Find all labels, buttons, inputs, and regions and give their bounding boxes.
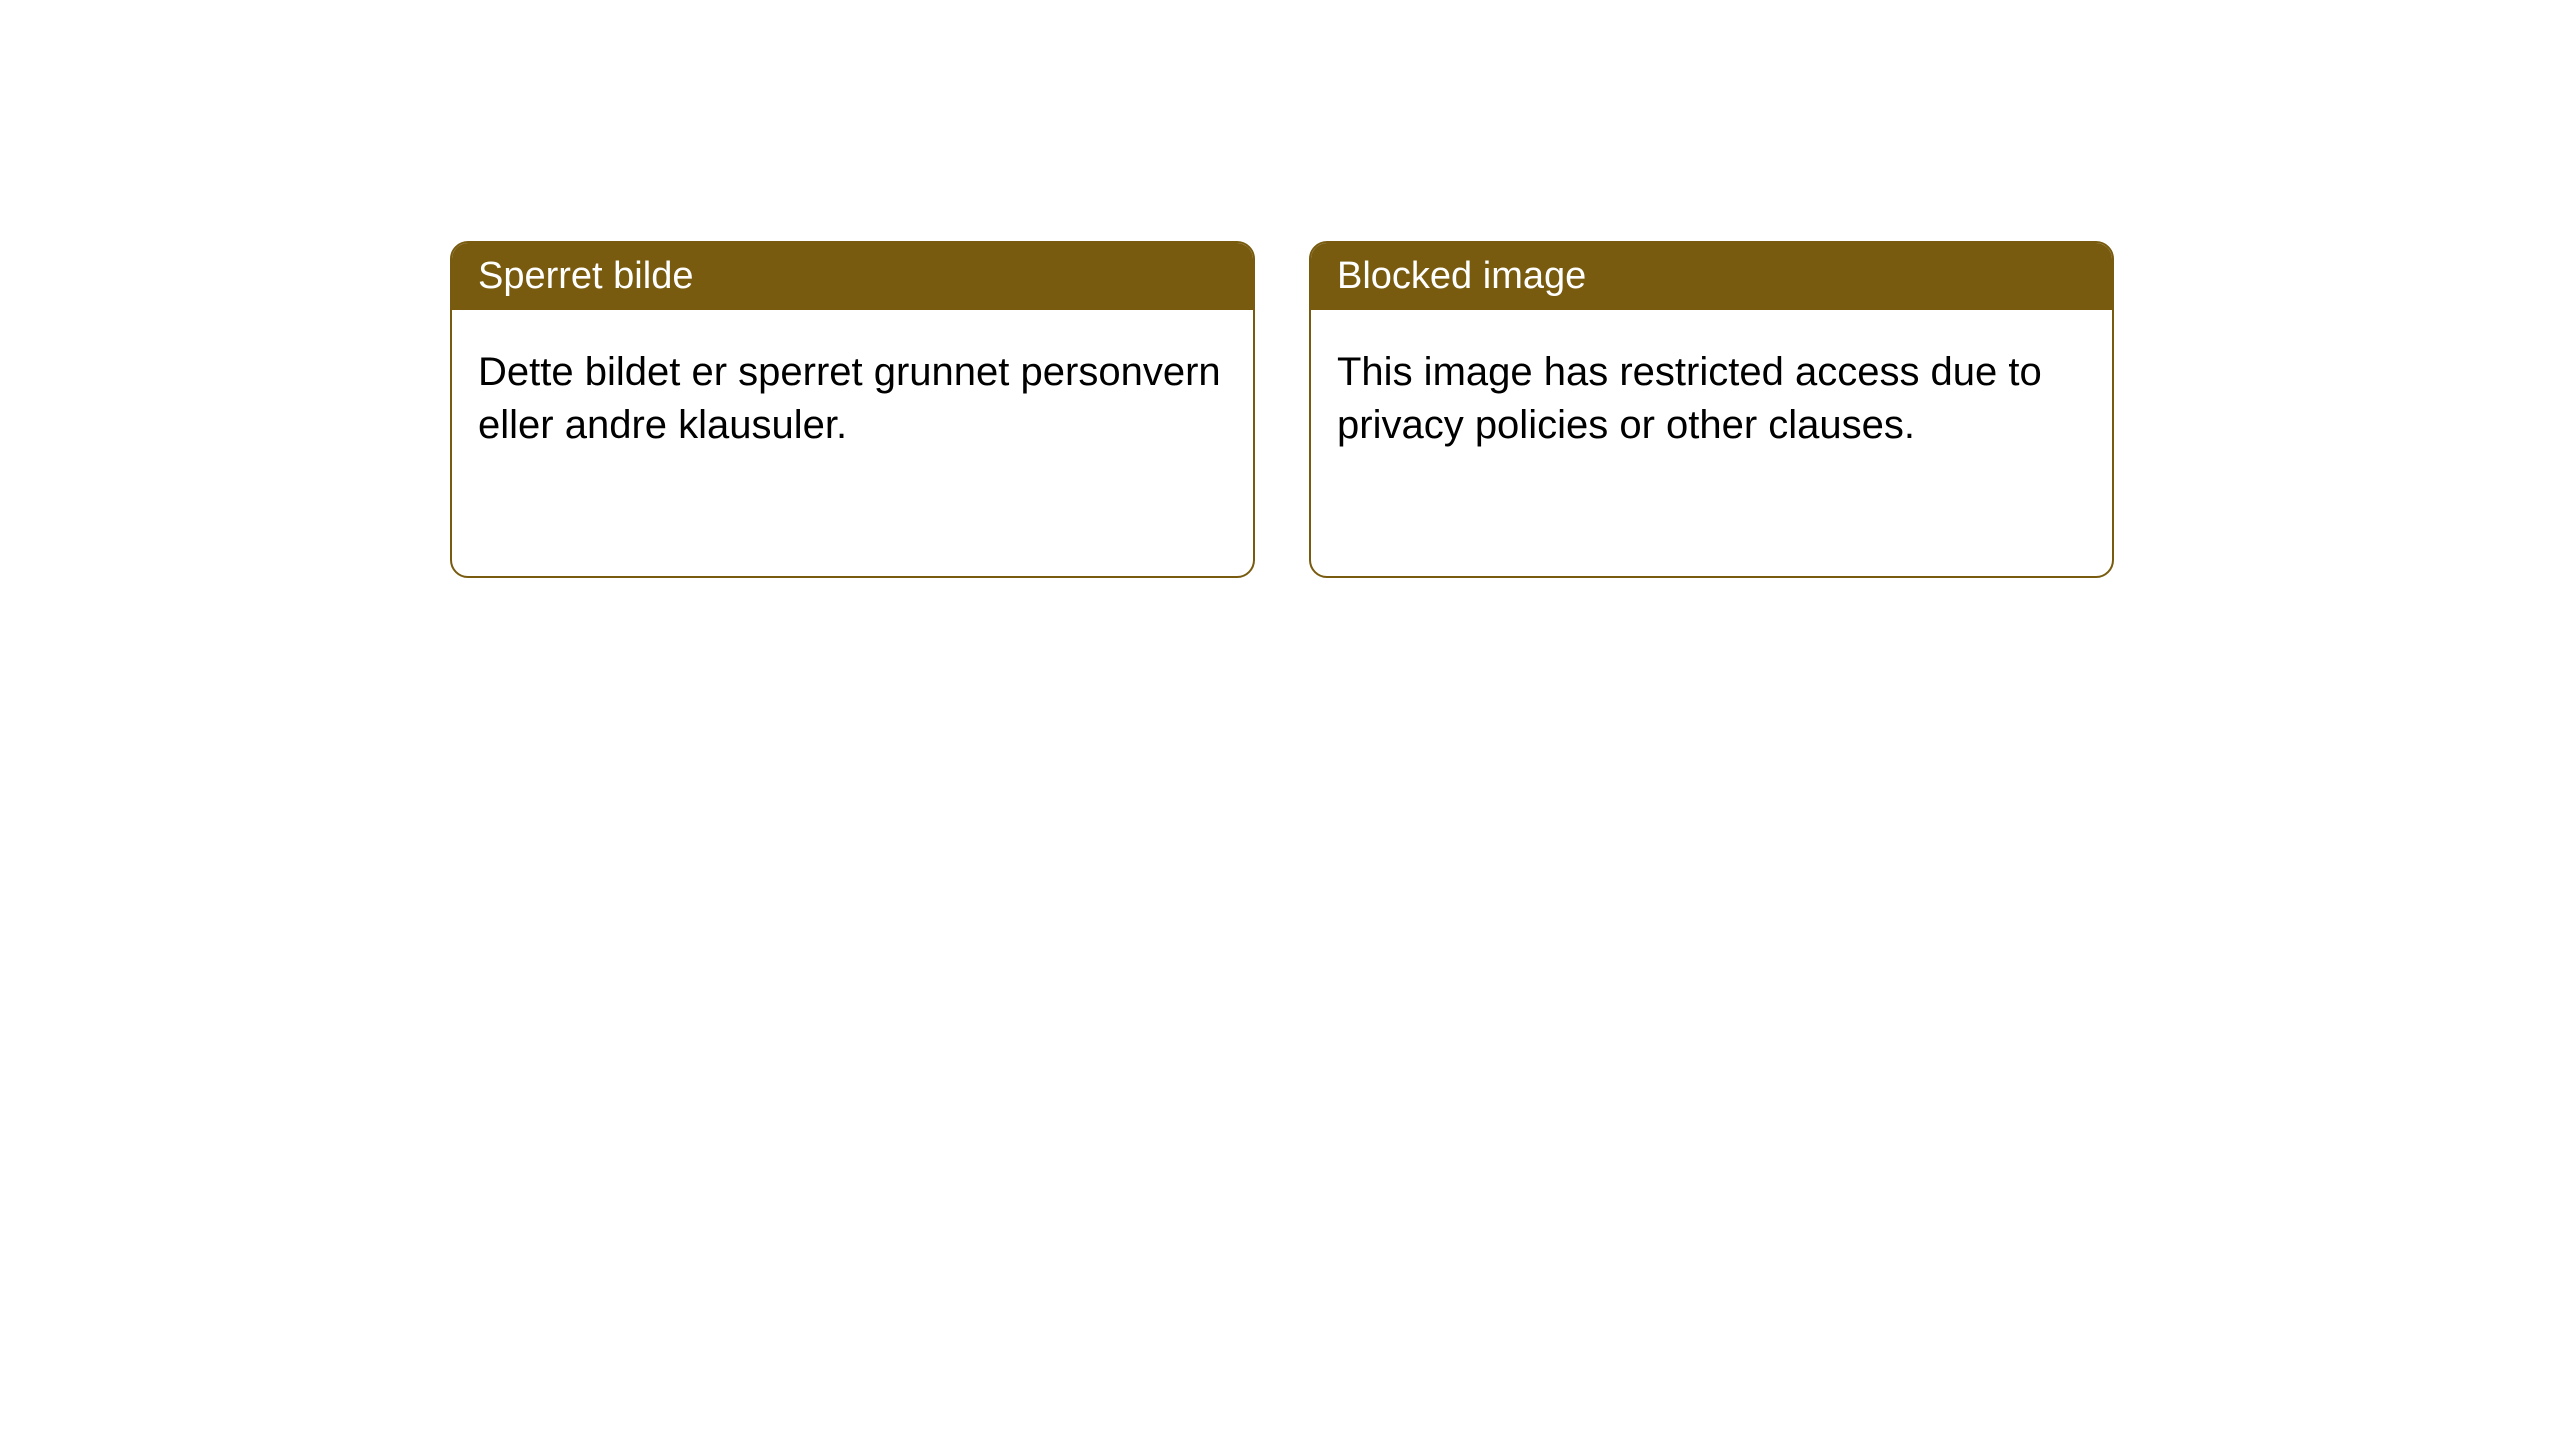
card-title-norwegian: Sperret bilde (452, 243, 1253, 310)
card-body-norwegian: Dette bildet er sperret grunnet personve… (452, 310, 1253, 488)
card-body-english: This image has restricted access due to … (1311, 310, 2112, 488)
card-title-english: Blocked image (1311, 243, 2112, 310)
message-cards-container: Sperret bilde Dette bildet er sperret gr… (450, 241, 2114, 578)
blocked-image-card-norwegian: Sperret bilde Dette bildet er sperret gr… (450, 241, 1255, 578)
blocked-image-card-english: Blocked image This image has restricted … (1309, 241, 2114, 578)
